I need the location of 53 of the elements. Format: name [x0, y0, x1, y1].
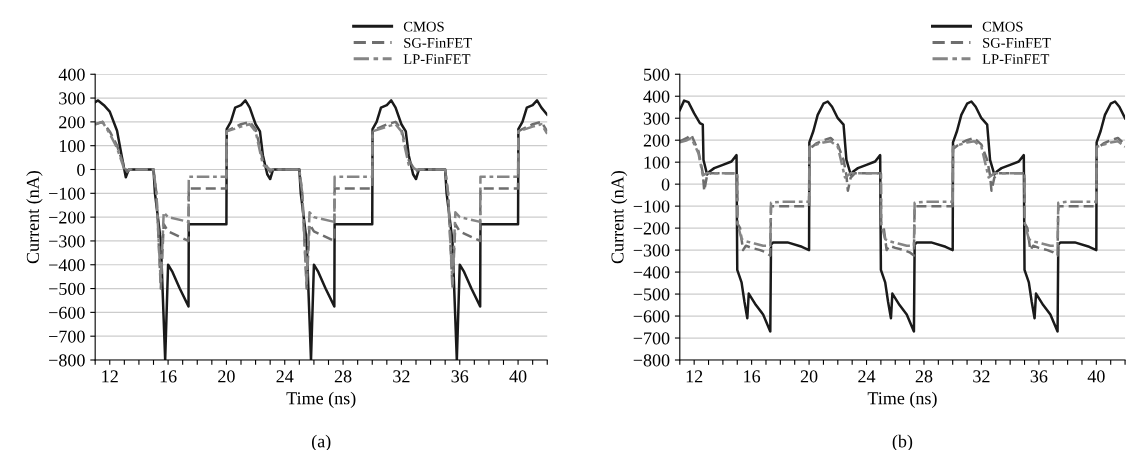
legend-label: CMOS [403, 21, 444, 32]
x-tick-label: 12 [102, 370, 118, 383]
y-tick-label: −100 [49, 187, 85, 200]
y-tick-label: −300 [49, 235, 85, 248]
x-axis-title: Time (ns) [286, 391, 356, 409]
x-tick-label: 24 [858, 370, 876, 383]
x-tick-label: 24 [276, 370, 294, 383]
legend-label: SG-FinFET [404, 37, 472, 48]
y-axis-title: Current (nA) [610, 171, 628, 264]
y-tick-label: 500 [644, 68, 670, 81]
y-tick-label: −800 [633, 354, 670, 367]
y-tick-label: −700 [633, 332, 670, 345]
y-tick-label: 0 [77, 163, 85, 176]
x-tick-label: 20 [800, 370, 818, 383]
y-tick-label: −400 [633, 266, 670, 279]
x-tick-label: 40 [509, 370, 527, 383]
x-tick-label: 16 [744, 370, 761, 383]
y-tick-label: 200 [643, 134, 670, 147]
y-tick-label: 100 [644, 156, 670, 169]
y-tick-label: −700 [49, 330, 85, 343]
y-tick-label: 400 [643, 90, 670, 103]
x-tick-label: 32 [973, 370, 990, 383]
y-tick-label: −100 [633, 200, 670, 213]
y-axis-title: Current (nA) [26, 171, 43, 264]
legend-label: SG-FinFET [983, 37, 1051, 48]
x-tick-label: 28 [915, 370, 933, 383]
legend-label: LP-FinFET [403, 54, 471, 64]
y-tick-label: −600 [633, 310, 670, 323]
legend-label: LP-FinFET [982, 54, 1050, 64]
y-tick-label: −200 [49, 211, 85, 224]
legend-label: CMOS [982, 21, 1023, 32]
y-tick-label: −400 [49, 259, 85, 272]
x-tick-label: 20 [218, 370, 235, 383]
y-tick-label: −600 [49, 306, 85, 319]
y-tick-label: −500 [633, 288, 670, 301]
x-axis-title: Time (ns) [867, 391, 937, 409]
x-tick-label: 12 [686, 370, 703, 383]
y-tick-label: 0 [661, 178, 670, 191]
x-tick-label: 32 [393, 370, 410, 383]
x-tick-label: 28 [334, 370, 352, 383]
y-tick-label: −500 [49, 282, 85, 295]
y-tick-label: −200 [633, 222, 670, 235]
y-tick-label: −300 [633, 244, 670, 257]
y-tick-label: −800 [49, 354, 85, 367]
y-tick-label: 300 [643, 112, 670, 125]
x-tick-label: 40 [1087, 370, 1105, 383]
y-tick-label: 400 [58, 68, 85, 81]
x-tick-label: 16 [160, 370, 177, 383]
y-tick-label: 300 [59, 92, 85, 105]
y-tick-label: 200 [59, 116, 85, 129]
x-tick-label: 36 [1030, 370, 1048, 383]
x-tick-label: 36 [451, 370, 469, 383]
y-tick-label: 100 [59, 139, 85, 153]
